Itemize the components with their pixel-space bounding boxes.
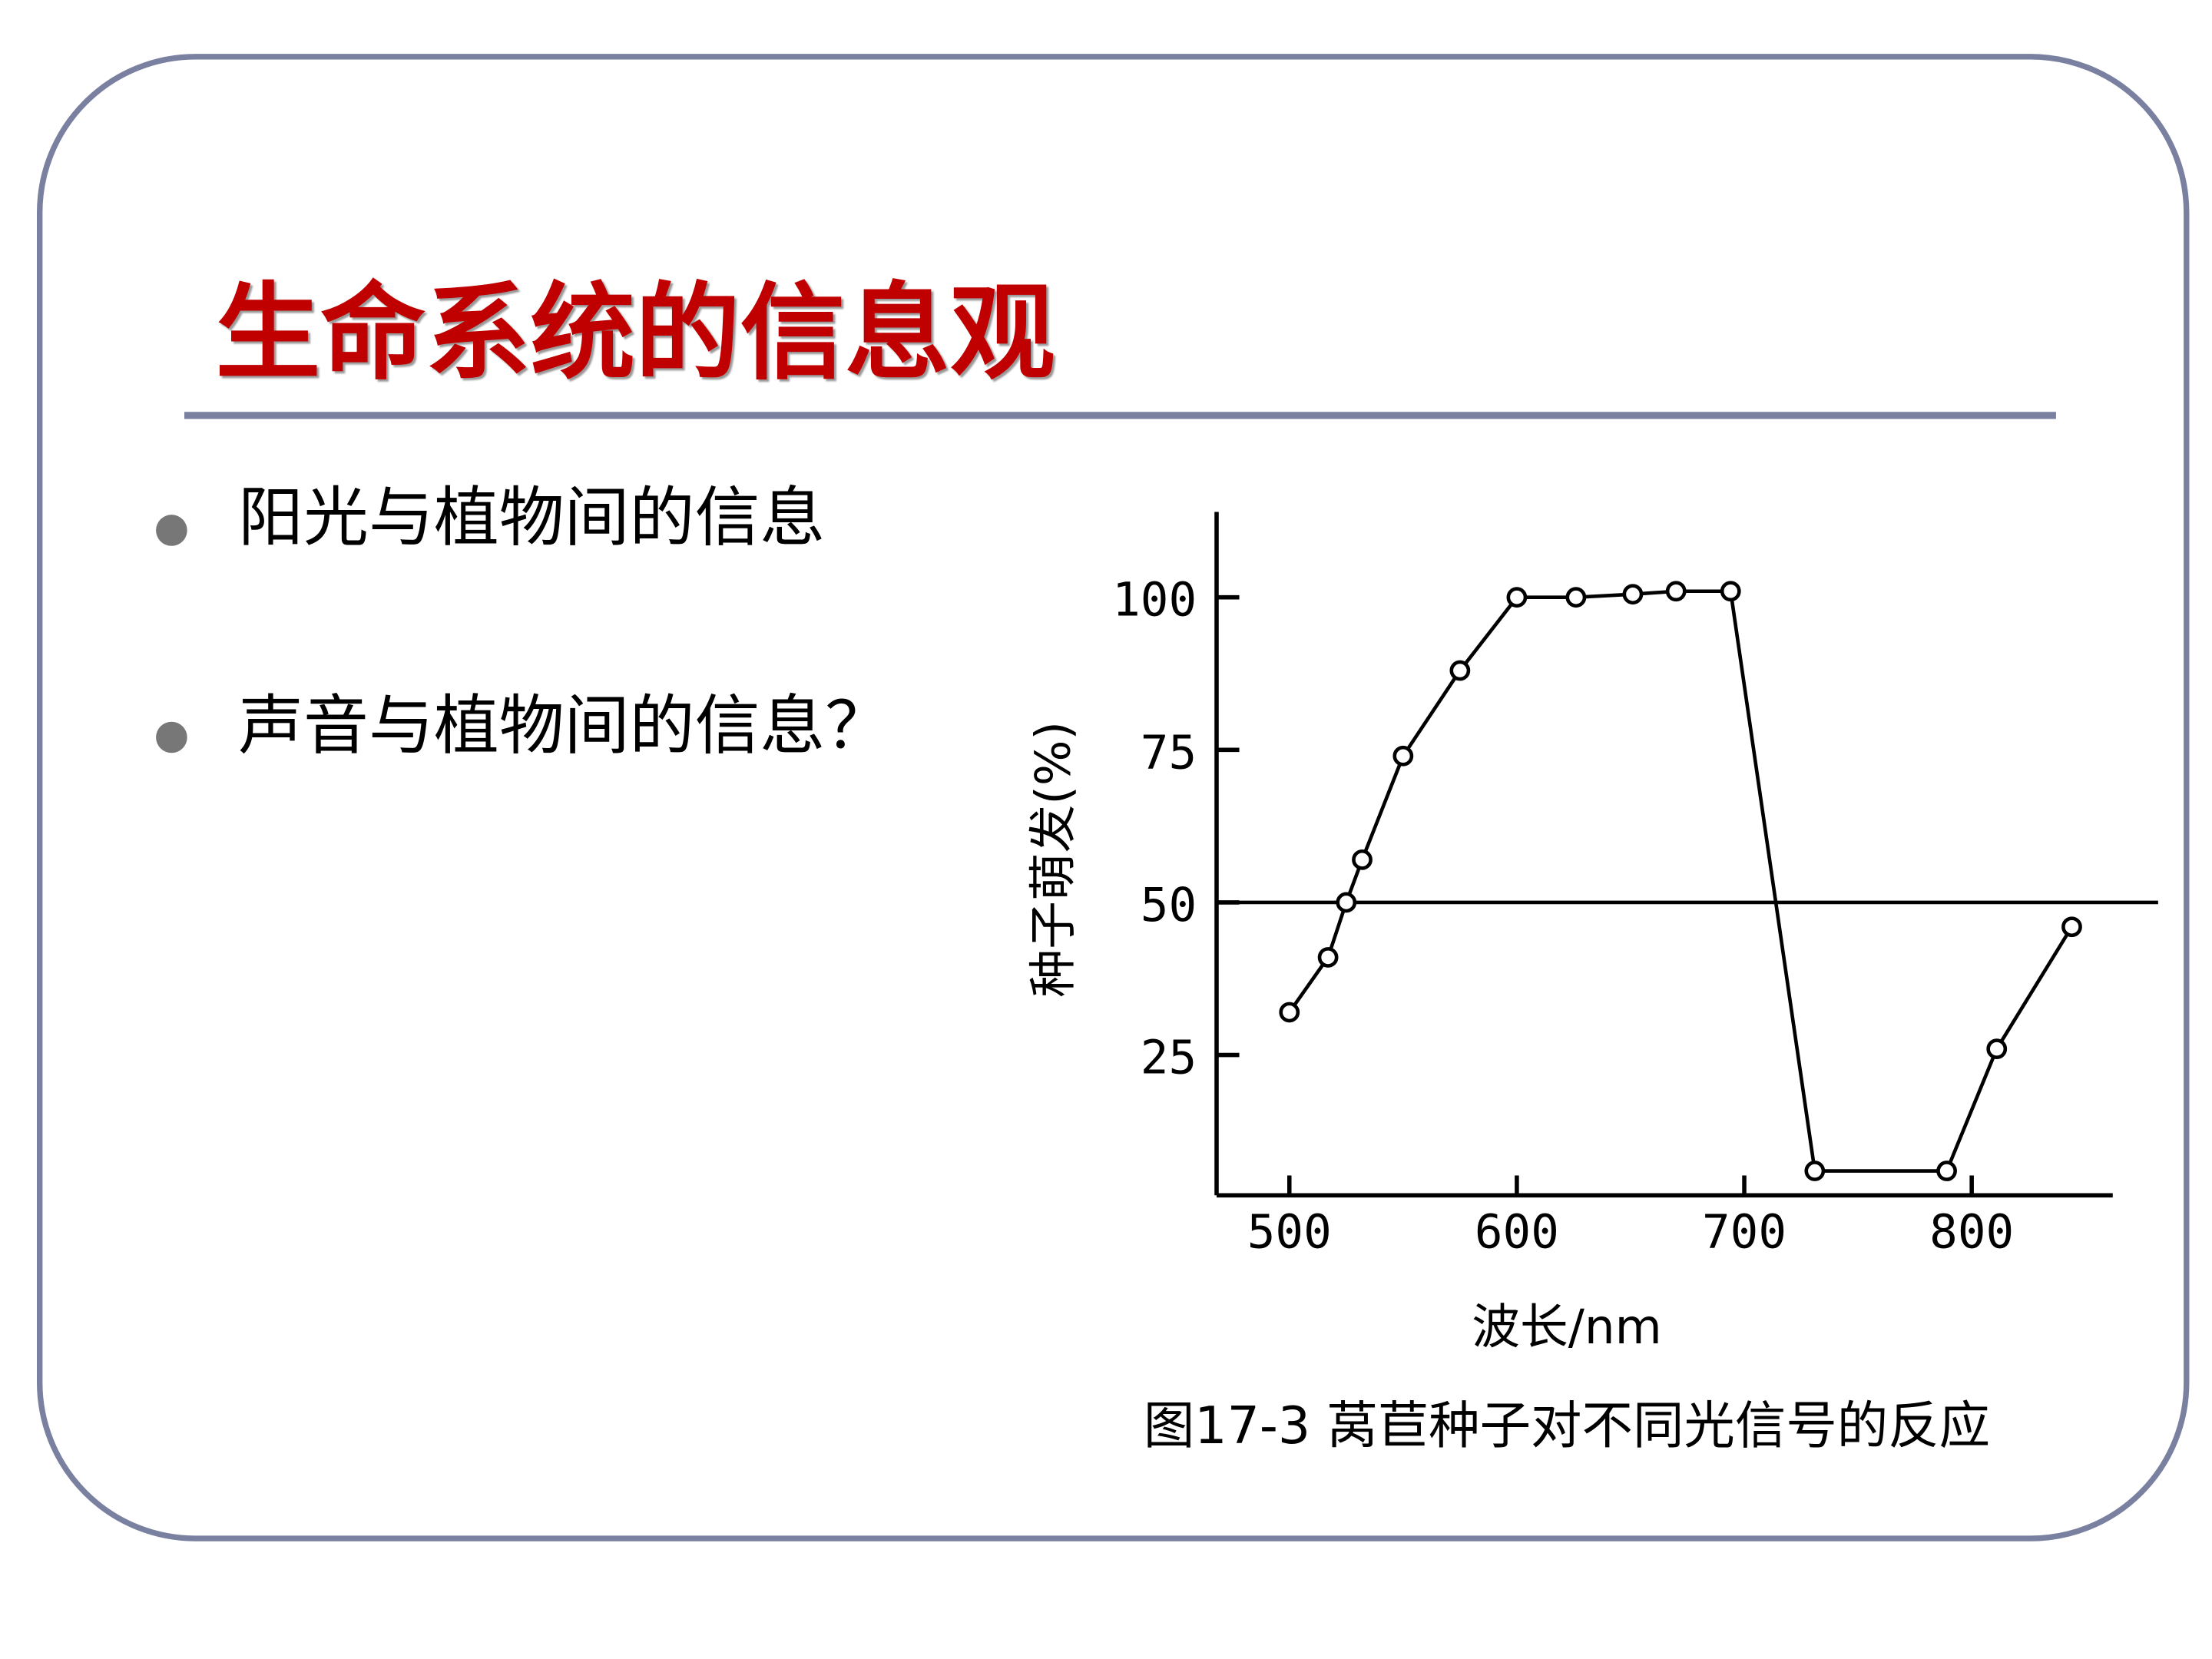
x-axis-label: 波长/nm	[1472, 1299, 1662, 1355]
chart-caption: 图17-3 莴苣种子对不同光信号的反应	[1144, 1396, 1990, 1455]
data-point	[1986, 1038, 2008, 1060]
y-tick-label: 50	[1141, 878, 1197, 932]
slide-title: 生命系统的信息观	[216, 273, 1055, 395]
y-axis-label: 种子萌发(%)	[1025, 721, 1081, 998]
x-tick-label: 800	[1929, 1205, 2014, 1260]
x-tick-label: 700	[1702, 1205, 1786, 1260]
data-point	[1665, 581, 1687, 602]
data-point	[1279, 1002, 1300, 1023]
data-point	[1936, 1161, 1957, 1181]
bullet-text: 声音与植物间的信息？	[238, 688, 890, 764]
x-tick-label: 500	[1247, 1205, 1332, 1260]
data-point	[2061, 916, 2082, 938]
data-point	[1449, 660, 1471, 681]
data-point	[1565, 587, 1587, 608]
x-tick-label: 600	[1475, 1205, 1559, 1260]
bullet-dot	[156, 721, 187, 753]
data-point	[1804, 1161, 1826, 1181]
bullet-text: 阳光与植物间的信息	[238, 480, 825, 556]
slide-frame	[37, 54, 2190, 1541]
data-point	[1720, 581, 1741, 602]
data-point	[1622, 584, 1644, 605]
data-point	[1506, 587, 1528, 608]
data-point	[1317, 947, 1339, 968]
data-point	[1352, 849, 1373, 870]
data-point	[1336, 892, 1357, 913]
y-tick-label: 25	[1141, 1031, 1197, 1085]
bullet-dot	[156, 515, 187, 546]
y-tick-label: 100	[1112, 573, 1197, 628]
y-tick-label: 75	[1141, 725, 1197, 780]
data-point	[1392, 745, 1414, 767]
